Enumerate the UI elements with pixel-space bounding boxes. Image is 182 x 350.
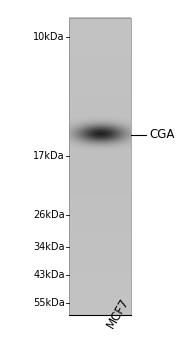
Text: 17kDa: 17kDa <box>33 151 65 161</box>
Text: 55kDa: 55kDa <box>33 298 65 308</box>
Text: 43kDa: 43kDa <box>33 270 65 280</box>
Text: CGA: CGA <box>149 128 175 141</box>
Text: 10kDa: 10kDa <box>33 32 65 42</box>
Text: 34kDa: 34kDa <box>33 242 65 252</box>
Text: MCF7: MCF7 <box>105 296 132 331</box>
Text: 26kDa: 26kDa <box>33 210 65 220</box>
Bar <box>69 18 131 315</box>
